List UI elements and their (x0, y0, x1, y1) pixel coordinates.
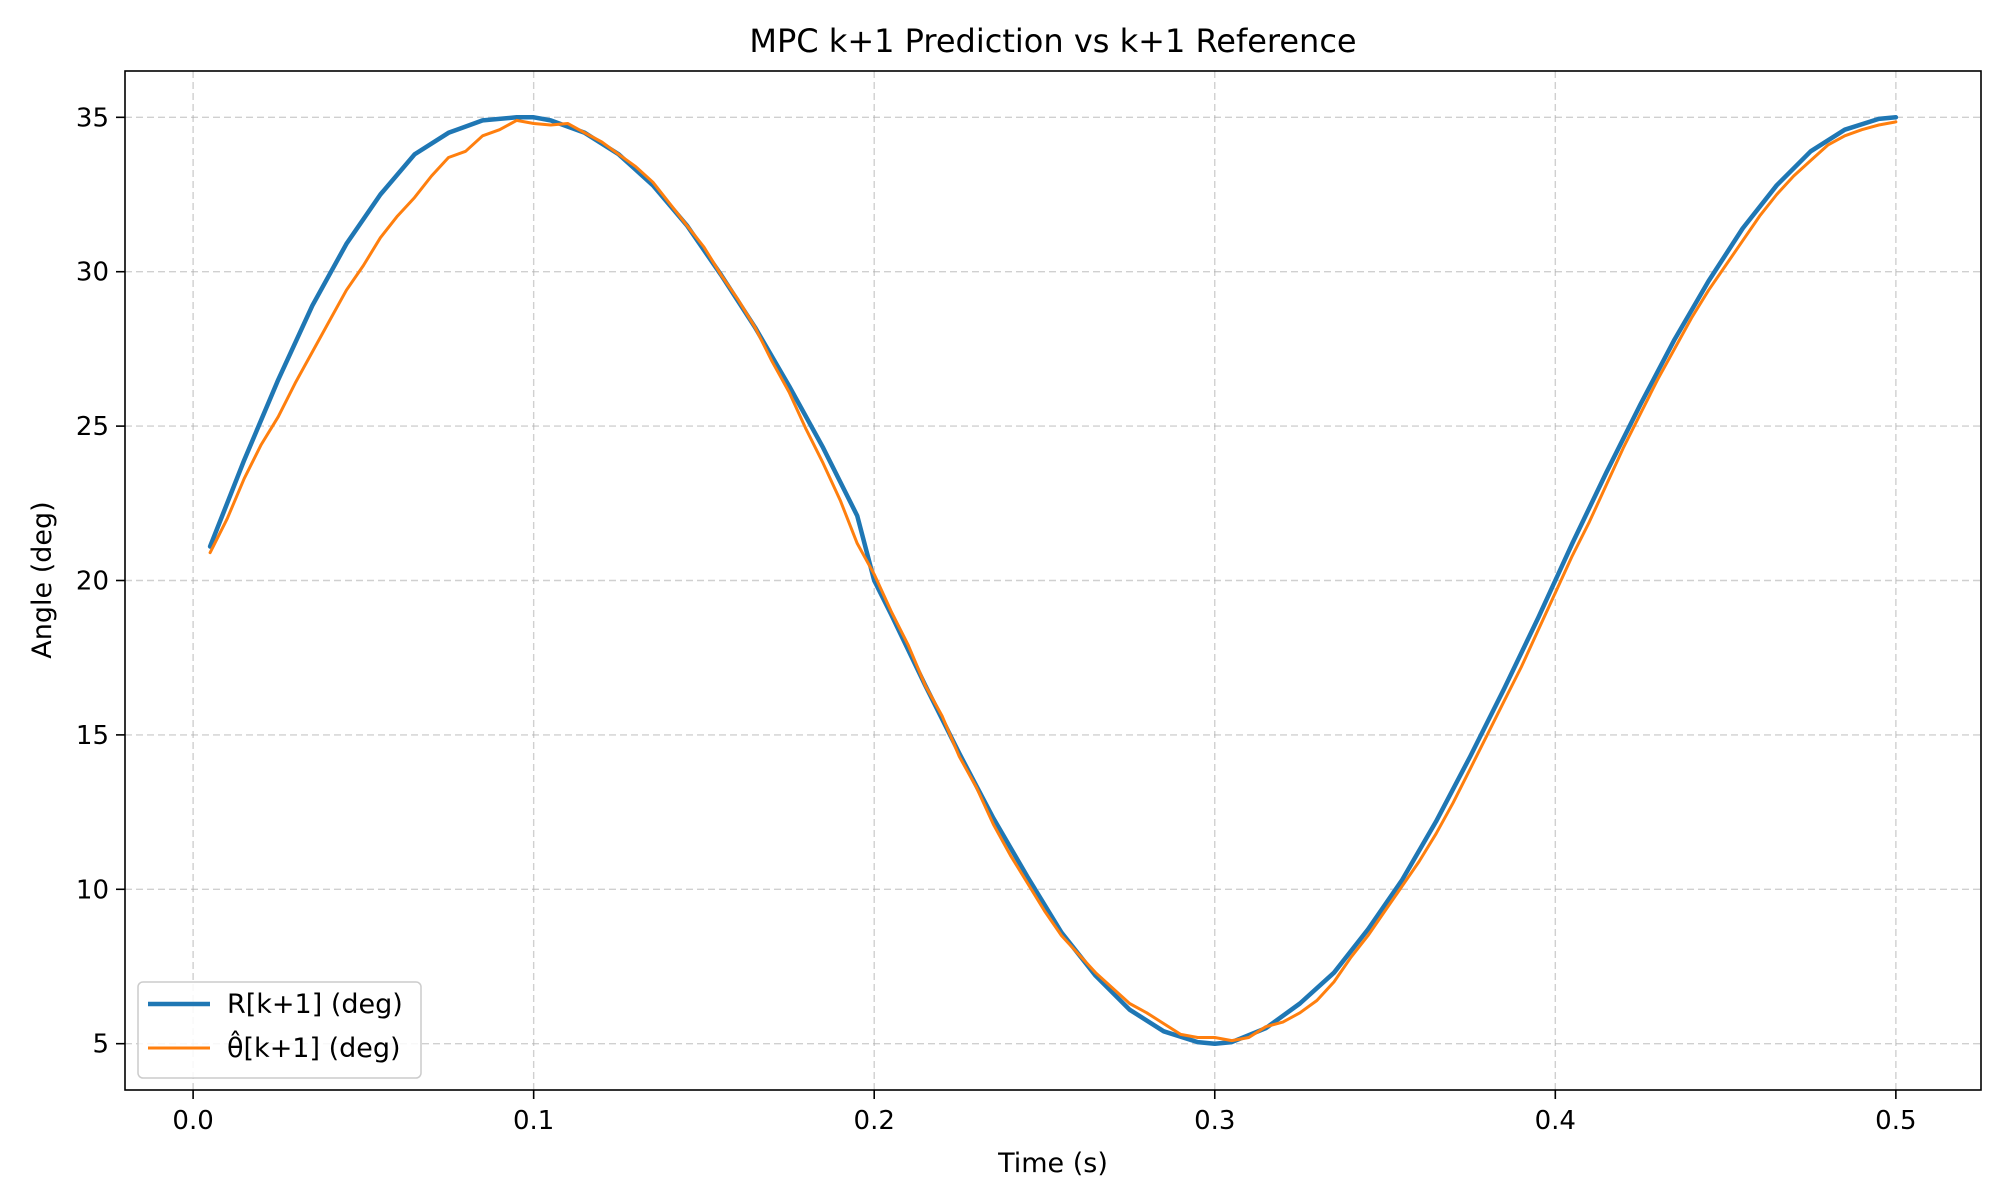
x-axis-label: Time (s) (997, 1148, 1108, 1179)
x-axis: 0.0 0.1 0.2 0.3 0.4 0.5 (172, 1090, 1917, 1136)
x-tick-label: 0.2 (854, 1106, 895, 1136)
y-tick-label: 15 (76, 721, 109, 751)
y-tick-label: 10 (76, 875, 109, 905)
y-tick-label: 25 (76, 412, 109, 442)
x-tick-label: 0.0 (172, 1106, 213, 1136)
y-tick-label: 30 (76, 258, 109, 288)
x-tick-label: 0.1 (513, 1106, 554, 1136)
y-axis-label: Angle (deg) (27, 501, 58, 658)
y-tick-label: 5 (92, 1030, 109, 1060)
series-line-prediction (208, 118, 1898, 1043)
series-layer (207, 115, 1899, 1046)
x-tick-label: 0.5 (1875, 1106, 1916, 1136)
legend: R[k+1] (deg) θ̂[k+1] (deg) (137, 981, 422, 1079)
y-tick-label: 20 (76, 567, 109, 597)
legend-label-prediction: θ̂[k+1] (deg) (227, 1030, 401, 1064)
series-line-reference (207, 115, 1899, 1046)
y-axis: 5 10 15 20 25 30 35 (76, 103, 125, 1060)
y-tick-label: 35 (76, 103, 109, 133)
chart-title: MPC k+1 Prediction vs k+1 Reference (749, 22, 1356, 60)
legend-label-reference: R[k+1] (deg) (227, 989, 403, 1020)
x-tick-label: 0.3 (1194, 1106, 1235, 1136)
x-tick-label: 0.4 (1535, 1106, 1576, 1136)
